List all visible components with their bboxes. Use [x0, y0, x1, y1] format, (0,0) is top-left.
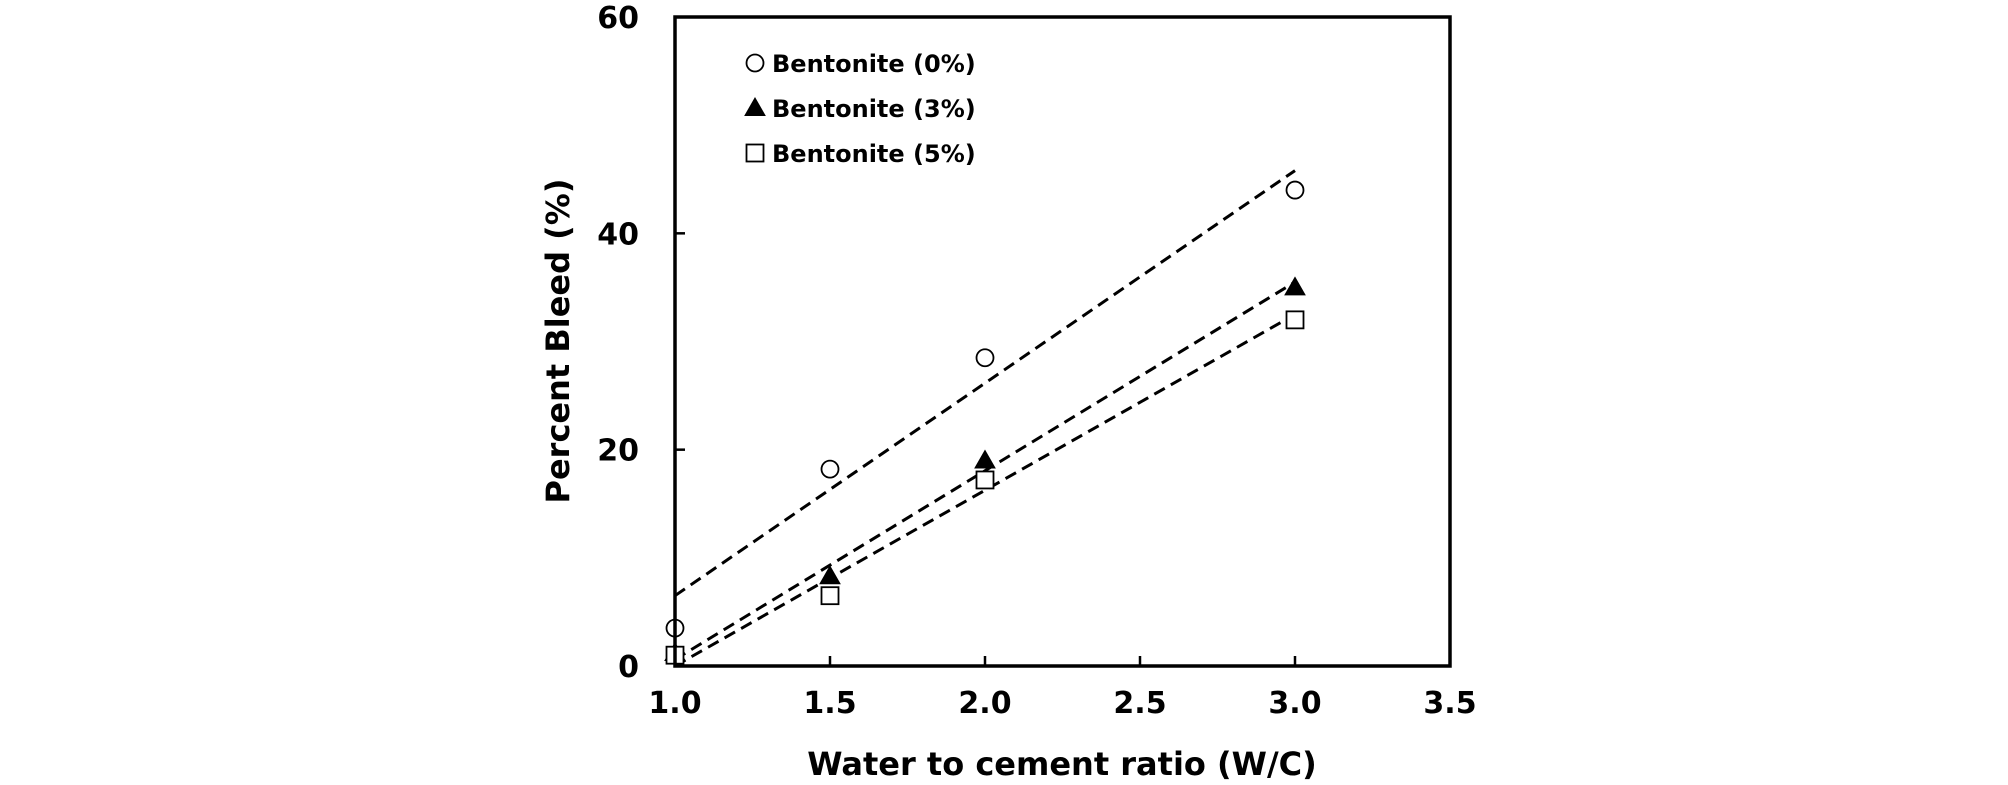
data-point-series-1 — [1284, 276, 1306, 296]
axis-ticks: 1.0 1.5 2.0 2.5 3.0 3.5 0 20 40 60 — [597, 1, 1476, 721]
trendline-series-0 — [674, 169, 1296, 597]
trendlines — [674, 169, 1296, 668]
x-tick-label: 2.5 — [1113, 686, 1166, 721]
y-axis-title: Percent Bleed (%) — [539, 179, 577, 504]
legend-label: Bentonite (0%) — [772, 50, 976, 78]
data-point-series-2 — [975, 470, 995, 490]
legend-marker — [745, 143, 765, 163]
y-tick-label: 0 — [618, 650, 639, 685]
data-point-series-1 — [819, 565, 841, 585]
legend-marker — [745, 53, 765, 73]
data-point-series-2 — [820, 586, 840, 606]
legend: Bentonite (0%) Bentonite (3%) Bentonite (5… — [744, 50, 976, 168]
data-point-series-0 — [975, 348, 995, 368]
data-points — [664, 180, 1306, 665]
x-tick-label: 1.0 — [648, 686, 701, 721]
x-tick-label: 1.5 — [803, 686, 856, 721]
y-tick-label: 40 — [597, 217, 639, 252]
legend-label: Bentonite (5%) — [772, 140, 976, 168]
y-tick-label: 20 — [597, 434, 639, 469]
data-point-series-2 — [1285, 310, 1305, 330]
x-tick-label: 3.5 — [1423, 686, 1476, 721]
data-point-series-0 — [820, 459, 840, 479]
y-tick-label: 60 — [597, 1, 639, 36]
plot-area — [673, 15, 1452, 668]
x-tick-label: 2.0 — [958, 686, 1011, 721]
x-axis-title: Water to cement ratio (W/C) — [807, 745, 1317, 783]
trendline-series-2 — [674, 313, 1296, 668]
x-tick-label: 3.0 — [1268, 686, 1321, 721]
data-point-series-0 — [1285, 180, 1305, 200]
legend-label: Bentonite (3%) — [772, 95, 976, 123]
data-point-series-1 — [974, 449, 996, 469]
legend-marker — [744, 96, 766, 116]
